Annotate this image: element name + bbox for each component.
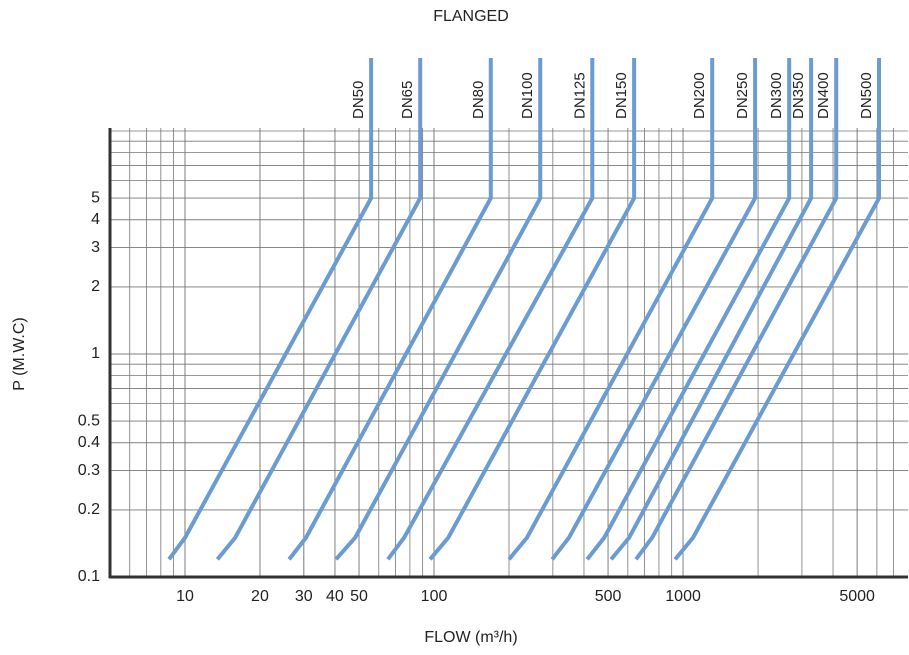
grid (110, 128, 908, 578)
y-tick-label: 0.3 (78, 462, 100, 479)
x-tick-label: 50 (350, 588, 368, 605)
x-tick-label: 5000 (839, 588, 875, 605)
x-tick-label: 500 (595, 588, 622, 605)
series-label: DN150 (613, 72, 630, 119)
series-line (167, 58, 374, 561)
series-line (386, 58, 595, 561)
series-line (673, 58, 882, 561)
y-tick-label: 0.5 (78, 412, 100, 429)
series-line (215, 58, 423, 561)
x-tick-label: 20 (251, 588, 269, 605)
series-line (428, 58, 637, 561)
series-line (609, 58, 814, 561)
series-label: DN100 (519, 72, 536, 119)
series-label: DN125 (571, 72, 588, 119)
series-label: DN400 (815, 72, 832, 119)
series-line (334, 58, 543, 561)
series-label: DN50 (350, 81, 367, 119)
x-tick-label: 1000 (665, 588, 701, 605)
series-label: DN350 (790, 72, 807, 119)
y-tick-label: 0.4 (78, 434, 100, 451)
series-label: DN200 (691, 72, 708, 119)
series-line (550, 58, 758, 561)
y-tick-label: 1 (91, 345, 100, 362)
series-label: DN500 (858, 72, 875, 119)
series-line (507, 58, 715, 561)
y-tick-label: 0.1 (78, 568, 100, 585)
x-tick-label: 30 (295, 588, 313, 605)
series-line (585, 58, 792, 561)
series-label: DN65 (399, 81, 416, 119)
x-tick-label: 40 (326, 588, 344, 605)
chart-title: FLANGED (433, 8, 509, 25)
series-label: DN300 (768, 72, 785, 119)
series-label: DN80 (470, 81, 487, 119)
y-axis-label: P (M.W.C) (11, 317, 28, 390)
x-tick-label: 10 (176, 588, 194, 605)
lines (167, 58, 882, 561)
series-line (287, 58, 493, 561)
series-label: DN250 (734, 72, 751, 119)
y-tick-label: 5 (91, 189, 100, 206)
x-axis-label: FLOW (m³/h) (424, 629, 517, 646)
y-tick-label: 0.2 (78, 501, 100, 518)
y-tick-label: 4 (91, 211, 100, 228)
x-tick-label: 100 (421, 588, 448, 605)
y-tick-label: 2 (91, 278, 100, 295)
series-line (634, 58, 839, 561)
y-tick-label: 3 (91, 239, 100, 256)
